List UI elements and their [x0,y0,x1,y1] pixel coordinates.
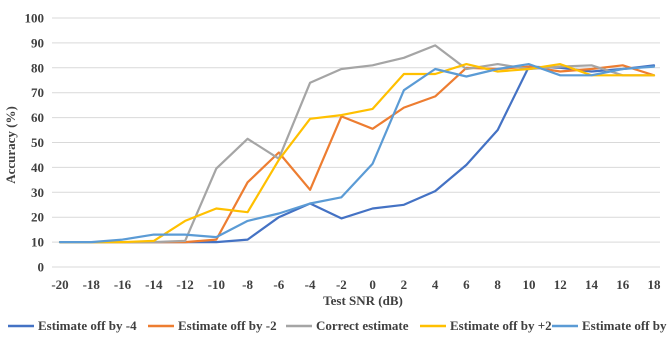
series-line-4 [58,62,656,244]
y-tick-label: 60 [31,110,44,125]
x-tick-label: -14 [145,277,163,292]
y-tick-label: 80 [31,60,44,75]
series-line-1 [58,64,656,244]
series-line-2 [58,64,656,244]
x-tick-label: 18 [648,277,662,292]
x-tick-label: -12 [176,277,193,292]
y-tick-label: 10 [31,235,44,250]
x-tick-label: -6 [273,277,284,292]
series-line-3 [58,44,656,244]
series-line-5 [58,62,656,244]
x-tick-label: 4 [432,277,439,292]
x-tick-label: -4 [305,277,316,292]
x-tick-label: -2 [336,277,347,292]
legend-label: Correct estimate [316,318,409,333]
gridlines [52,17,660,268]
x-tick-label: -18 [83,277,101,292]
x-tick-label: -16 [114,277,132,292]
x-tick-label: -20 [51,277,68,292]
y-axis-label: Accuracy (%) [3,106,18,184]
y-tick-label: 70 [31,85,44,100]
legend: Estimate off by -4 Estimate off by -2 Corr… [8,318,668,333]
x-axis-ticks: -20 -18 -16 -14 -12 -10 -8 -6 -4 -2 0 2 4 6 8 10 12 14 16 1… [51,277,661,292]
x-tick-label: 6 [463,277,470,292]
y-axis-ticks: 0 10 20 30 40 50 60 70 80 90 100 [25,11,45,275]
x-tick-label: -8 [242,277,253,292]
x-tick-label: 8 [494,277,501,292]
legend-label: Estimate off by -4 [38,318,137,333]
y-tick-label: 40 [31,160,44,175]
x-axis-label: Test SNR (dB) [323,293,403,308]
y-tick-label: 90 [31,35,44,50]
series-lines [58,44,656,244]
legend-label: Estimate off by +4 [582,318,668,333]
x-tick-label: 0 [369,277,376,292]
legend-label: Estimate off by -2 [178,318,277,333]
y-tick-label: 30 [31,185,44,200]
y-tick-label: 50 [31,135,44,150]
legend-label: Estimate off by +2 [450,318,552,333]
y-tick-label: 20 [31,210,44,225]
x-tick-label: -10 [208,277,225,292]
y-tick-label: 0 [38,260,45,275]
y-tick-label: 100 [25,11,45,26]
x-tick-label: 2 [401,277,408,292]
x-tick-label: 14 [585,277,599,292]
x-tick-label: 12 [554,277,567,292]
x-tick-label: 16 [616,277,630,292]
x-tick-label: 10 [522,277,535,292]
